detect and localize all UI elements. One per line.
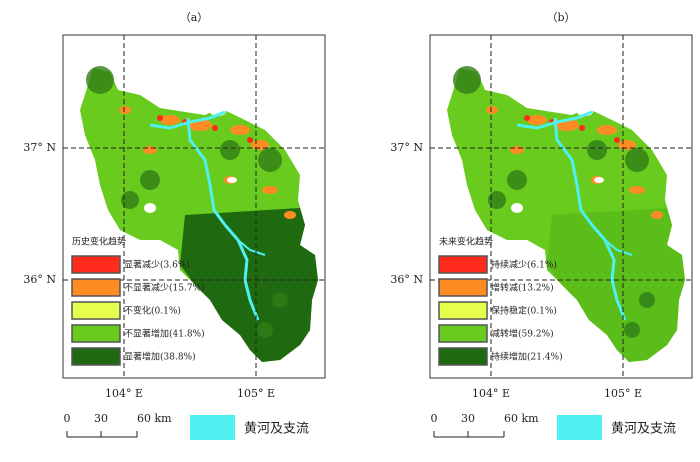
legend-label: 显著减少(3.6%) [124,259,190,271]
river [516,110,593,130]
legend-swatch [438,324,488,343]
patch [257,322,273,338]
legend-swatch [71,301,121,320]
patch [597,125,617,135]
patch [639,292,655,308]
void [511,203,523,213]
region-lower [180,208,318,362]
patch [651,211,663,219]
river [553,117,627,321]
legend-swatch [438,301,488,320]
patch [629,186,645,194]
river-legend-label: 黄河及支流 [611,422,676,437]
legend-swatch [71,324,121,343]
legend-title: 历史变化趋势 [72,236,126,248]
patch [587,140,607,160]
lon-label: 104° E [472,387,510,400]
patch [624,322,640,338]
patch [258,148,282,172]
river-legend-label: 黄河及支流 [244,422,309,437]
legend-swatch [71,347,121,366]
map-panel: （a） 37° N 36° N 104° E 105° E 历史变化趋势显著减少(3.6%… [23,11,326,440]
void [594,177,604,183]
legend-swatch [71,278,121,297]
panel-label: （b） [546,11,575,24]
patch [160,115,180,125]
patch [614,137,620,143]
patch [625,148,649,172]
legend-swatch [438,255,488,274]
scale-bar: 0 30 60 km [431,412,539,438]
patch [488,191,506,209]
scale-label: 60 km [504,412,539,425]
legend-label: 持续增加(21.4%) [491,351,563,363]
river-swatch [190,415,235,440]
legend-label: 不变化(0.1%) [124,305,181,317]
lon-label: 105° E [237,387,275,400]
patch [230,125,250,135]
legend-label: 不显著增加(41.8%) [124,328,205,340]
river [186,117,260,321]
legend-swatch [438,347,488,366]
patch [510,146,524,154]
map-panel: （b） 37° N 36° N 104° E 105° E 未来变化趋势持续减少(6.1%… [390,11,693,440]
legend-swatch [71,255,121,274]
patch [272,292,288,308]
patch [579,125,585,131]
legend-label: 保持稳定(0.1%) [491,305,557,317]
patch [119,106,131,114]
patch [486,106,498,114]
lon-label: 105° E [604,387,642,400]
patch [121,191,139,209]
river [149,110,226,130]
scale-bar: 0 30 60 km [64,412,172,438]
river-swatch [557,415,602,440]
legend-label: 显著增加(38.8%) [124,351,196,363]
legend-label: 持续减少(6.1%) [491,259,557,271]
river [604,239,633,256]
region-lower [547,208,685,362]
patch [143,146,157,154]
void [227,177,237,183]
lat-label: 37° N [23,141,56,154]
panel-label: （a） [180,11,209,24]
legend-label: 增转减(13.2%) [491,282,554,294]
patch [524,115,530,121]
scale-label: 0 [431,412,438,425]
legend-swatch [438,278,488,297]
scale-label: 60 km [137,412,172,425]
river [237,239,266,256]
patch [140,170,160,190]
patch [86,66,114,94]
lat-label: 36° N [390,273,423,286]
legend-label: 减转增(59.2%) [491,328,554,340]
patch [247,137,253,143]
patch [527,115,547,125]
patch [507,170,527,190]
scale-label: 30 [94,412,108,425]
void [144,203,156,213]
lon-label: 104° E [105,387,143,400]
scale-label: 30 [461,412,475,425]
patch [157,115,163,121]
legend-title: 未来变化趋势 [439,236,493,248]
patch [453,66,481,94]
patch [262,186,278,194]
patch [212,125,218,131]
legend-label: 不显著减少(15.7%) [124,282,205,294]
patch [284,211,296,219]
scale-label: 0 [64,412,71,425]
patch [220,140,240,160]
lat-label: 36° N [23,273,56,286]
lat-label: 37° N [390,141,423,154]
